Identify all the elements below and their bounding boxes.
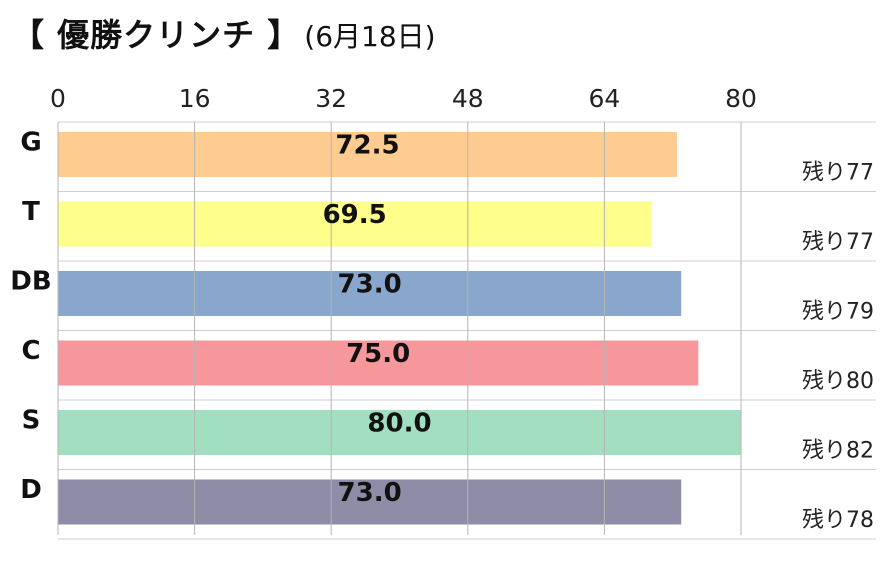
remaining-label: 残り82 [802,439,874,464]
category-label: D [20,475,42,505]
category-label: S [22,406,41,436]
x-tick-label: 0 [50,84,66,113]
bar-t [58,201,652,247]
bar-c [58,340,699,386]
value-label: 72.5 [335,131,399,161]
title-date: (6月18日) [304,20,436,53]
remaining-label: 残り80 [802,369,874,394]
x-tick-label: 48 [452,84,484,113]
category-label: T [22,197,40,227]
value-label: 69.5 [323,200,387,230]
category-label: G [20,128,41,158]
bar-s [58,410,741,455]
x-tick-label: 32 [315,84,347,113]
value-label: 73.0 [338,478,402,508]
remaining-label: 残り77 [802,230,874,255]
x-tick-label: 80 [725,84,757,113]
x-tick-label: 16 [179,84,211,113]
bar-db [58,271,682,316]
remaining-label: 残り79 [802,300,874,325]
bar-d [58,479,682,525]
x-tick-label: 64 [588,84,620,113]
value-label: 75.0 [346,339,410,369]
value-label: 73.0 [338,270,402,300]
remaining-label: 残り78 [802,508,874,533]
category-label: DB [10,267,51,297]
title-main: 【 優勝クリンチ 】 [12,16,301,54]
remaining-label: 残り77 [802,161,874,186]
value-label: 80.0 [367,409,431,439]
bar-g [58,132,677,177]
chart-title: 【 優勝クリンチ 】 (6月18日) [12,10,436,60]
category-label: C [21,336,40,366]
